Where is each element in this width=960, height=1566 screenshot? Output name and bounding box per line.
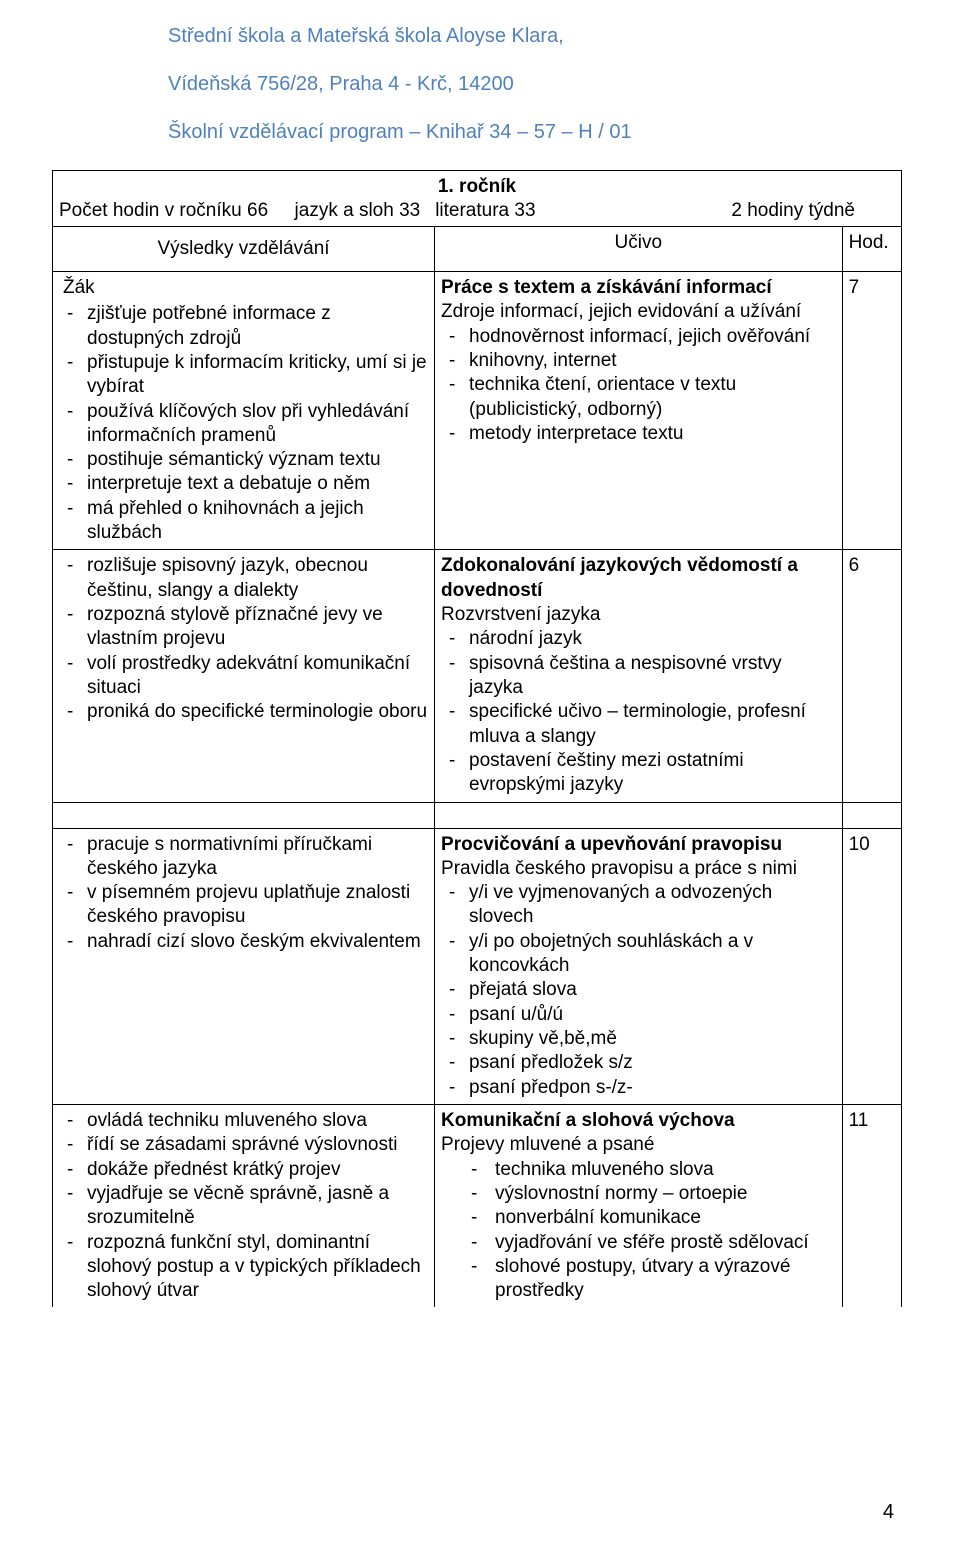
school-logo-icon (48, 22, 148, 152)
hours-cell: 10 (842, 828, 901, 1104)
topic-list: -technika mluveného slova -výslovnostní … (441, 1158, 836, 1304)
topic-title: Zdokonalování jazykových vědomostí a dov… (441, 554, 836, 603)
main-content: 1. ročník Počet hodin v ročníku 66 jazyk… (0, 152, 960, 1307)
col-head-subject: Učivo (435, 226, 843, 271)
table-row: -ovládá techniku mluveného slova -řídí s… (53, 1104, 902, 1307)
topic-lead: Pravidla českého pravopisu a práce s nim… (441, 857, 836, 881)
page-number: 4 (883, 1501, 894, 1524)
col-head-results: Výsledky vzdělávání (53, 226, 435, 271)
hours-week: 2 hodiny týdně (686, 199, 895, 223)
outcomes-list: -rozlišuje spisovný jazyk, obecnou češti… (59, 554, 428, 724)
grade-title: 1. ročník (59, 175, 895, 199)
table-row: Žák -zjišťuje potřebné informace z dostu… (53, 271, 902, 549)
topic-list: -národní jazyk -spisovná čeština a nespi… (441, 627, 836, 797)
header-line-2: Vídeňská 756/28, Praha 4 - Krč, 14200 (168, 70, 632, 98)
topic-list: -hodnověrnost informací, jejich ověřován… (441, 325, 836, 447)
student-label: Žák (59, 276, 428, 300)
literature-hours: literatura 33 (435, 199, 686, 223)
outcomes-list: -pracuje s normativními příručkami české… (59, 833, 428, 955)
table-row: -rozlišuje spisovný jazyk, obecnou češti… (53, 550, 902, 802)
hours-cell: 7 (842, 271, 901, 549)
topic-lead: Projevy mluvené a psané (441, 1133, 836, 1157)
outcomes-list: -zjišťuje potřebné informace z dostupnýc… (59, 302, 428, 545)
page-header: Střední škola a Mateřská škola Aloyse Kl… (0, 0, 960, 152)
topic-lead: Zdroje informací, jejich evidování a uží… (441, 300, 836, 324)
table-top-row: 1. ročník Počet hodin v ročníku 66 jazyk… (53, 171, 902, 227)
hours-year: Počet hodin v ročníku 66 jazyk a sloh 33 (59, 199, 435, 223)
header-line-3: Školní vzdělávací program – Knihař 34 – … (168, 118, 632, 146)
hours-cell: 6 (842, 550, 901, 802)
curriculum-table: 1. ročník Počet hodin v ročníku 66 jazyk… (52, 170, 902, 1307)
topic-title: Práce s textem a získávání informací (441, 276, 836, 300)
topic-lead: Rozvrstvení jazyka (441, 603, 836, 627)
header-line-1: Střední škola a Mateřská škola Aloyse Kl… (168, 22, 632, 50)
topic-list: -y/i ve vyjmenovaných a odvozených slove… (441, 881, 836, 1100)
table-row: -pracuje s normativními příručkami české… (53, 828, 902, 1104)
col-head-hours: Hod. (842, 226, 901, 271)
outcomes-list: -ovládá techniku mluveného slova -řídí s… (59, 1109, 428, 1304)
header-text-block: Střední škola a Mateřská škola Aloyse Kl… (168, 22, 632, 146)
table-row-spacer (53, 802, 902, 828)
topic-title: Komunikační a slohová výchova (441, 1109, 836, 1133)
topic-title: Procvičování a upevňování pravopisu (441, 833, 836, 857)
hours-cell: 11 (842, 1104, 901, 1307)
